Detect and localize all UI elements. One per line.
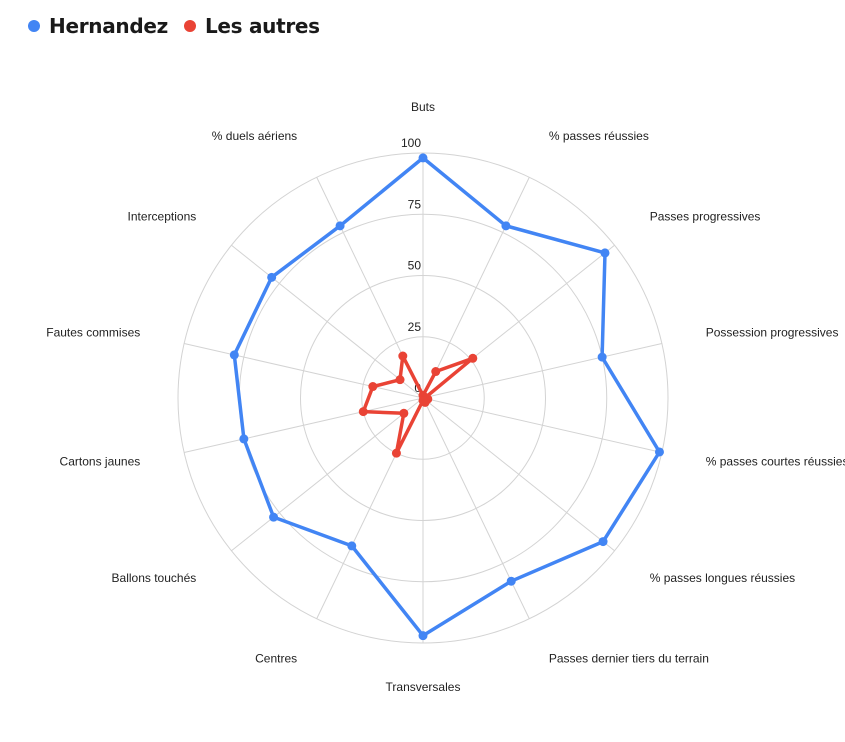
grid-spoke-fautes-commises <box>184 342 424 399</box>
data-point-hernandez-transversales[interactable] <box>418 631 428 641</box>
axis-label-fautes-commises: Fautes commises <box>46 326 140 340</box>
chart-legend: Hernandez Les autres <box>28 12 336 40</box>
data-point-les-autres-interceptions[interactable] <box>395 375 405 385</box>
data-point-les-autres-passes-reussies[interactable] <box>431 367 441 377</box>
data-point-hernandez-fautes-commises[interactable] <box>229 350 239 360</box>
data-point-hernandez-passes-reussies[interactable] <box>501 221 511 231</box>
legend-dot-hernandez-icon <box>28 20 40 32</box>
axis-label-passes-longues-reussies: % passes longues réussies <box>650 571 795 585</box>
grid-spoke-possession-progressives <box>422 342 662 399</box>
axis-label-duels-aeriens: % duels aériens <box>212 129 297 143</box>
data-point-les-autres-centres[interactable] <box>391 448 401 458</box>
data-point-hernandez-passes-progressives[interactable] <box>600 248 610 258</box>
data-point-les-autres-fautes-commises[interactable] <box>368 382 378 392</box>
data-point-les-autres-transversales[interactable] <box>418 395 428 405</box>
axis-label-passes-dernier-tiers-du-terrain: Passes dernier tiers du terrain <box>549 651 709 665</box>
data-point-les-autres-ballons-touches[interactable] <box>399 408 409 418</box>
grid-spoke-passes-reussies <box>422 177 530 399</box>
data-point-hernandez-passes-dernier-tiers-du-terrain[interactable] <box>506 576 516 586</box>
series-les-autres <box>358 351 478 458</box>
axis-label-passes-courtes-reussies: % passes courtes réussies <box>706 455 845 469</box>
axis-label-passes-progressives: Passes progressives <box>650 209 761 223</box>
radar-axis-labels: Buts % passes réussies Passes progressives… <box>46 100 845 694</box>
data-point-hernandez-ballons-touches[interactable] <box>269 512 279 522</box>
grid-spoke-interceptions <box>231 244 424 399</box>
data-point-les-autres-cartons-jaunes[interactable] <box>358 407 368 417</box>
grid-spoke-cartons-jaunes <box>184 397 424 454</box>
data-point-hernandez-passes-courtes-reussies[interactable] <box>654 447 664 457</box>
axis-label-passes-reussies: % passes réussies <box>549 129 649 143</box>
legend-item-les-autres[interactable]: Les autres <box>183 14 320 38</box>
axis-label-transversales: Transversales <box>386 680 461 694</box>
radar-series <box>229 153 664 641</box>
grid-spoke-ballons-touches <box>231 397 424 552</box>
legend-item-hernandez[interactable]: Hernandez <box>28 14 168 38</box>
data-point-hernandez-passes-longues-reussies[interactable] <box>598 537 608 547</box>
legend-label-hernandez: Hernandez <box>49 14 168 38</box>
series-line-les-autres <box>361 354 475 455</box>
data-point-hernandez-cartons-jaunes[interactable] <box>239 434 249 444</box>
grid-spoke-passes-longues-reussies <box>422 397 615 552</box>
legend-dot-les-autres-icon <box>183 20 196 32</box>
tick-label-50: 50 <box>408 259 422 273</box>
axis-label-possession-progressives: Possession progressives <box>706 326 839 340</box>
tick-label-25: 25 <box>408 320 422 334</box>
series-line-hernandez <box>232 156 662 638</box>
grid-spoke-passes-courtes-reussies <box>422 397 662 454</box>
data-point-les-autres-duels-aeriens[interactable] <box>398 351 408 361</box>
data-point-hernandez-possession-progressives[interactable] <box>597 352 607 362</box>
data-point-hernandez-interceptions[interactable] <box>267 272 277 282</box>
data-point-les-autres-passes-progressives[interactable] <box>468 353 478 363</box>
legend-label-les-autres: Les autres <box>204 14 320 38</box>
data-point-hernandez-centres[interactable] <box>347 541 357 551</box>
tick-label-100: 100 <box>401 136 421 150</box>
data-point-hernandez-buts[interactable] <box>418 153 428 163</box>
axis-label-interceptions: Interceptions <box>128 209 197 223</box>
tick-label-75: 75 <box>408 197 422 211</box>
series-hernandez <box>229 153 664 641</box>
axis-label-buts: Buts <box>411 100 435 114</box>
axis-label-centres: Centres <box>255 651 297 665</box>
data-point-hernandez-duels-aeriens[interactable] <box>335 221 345 231</box>
axis-label-ballons-touches: Ballons touchés <box>112 571 197 585</box>
axis-label-cartons-jaunes: Cartons jaunes <box>60 455 141 469</box>
grid-spoke-passes-dernier-tiers-du-terrain <box>422 397 530 619</box>
